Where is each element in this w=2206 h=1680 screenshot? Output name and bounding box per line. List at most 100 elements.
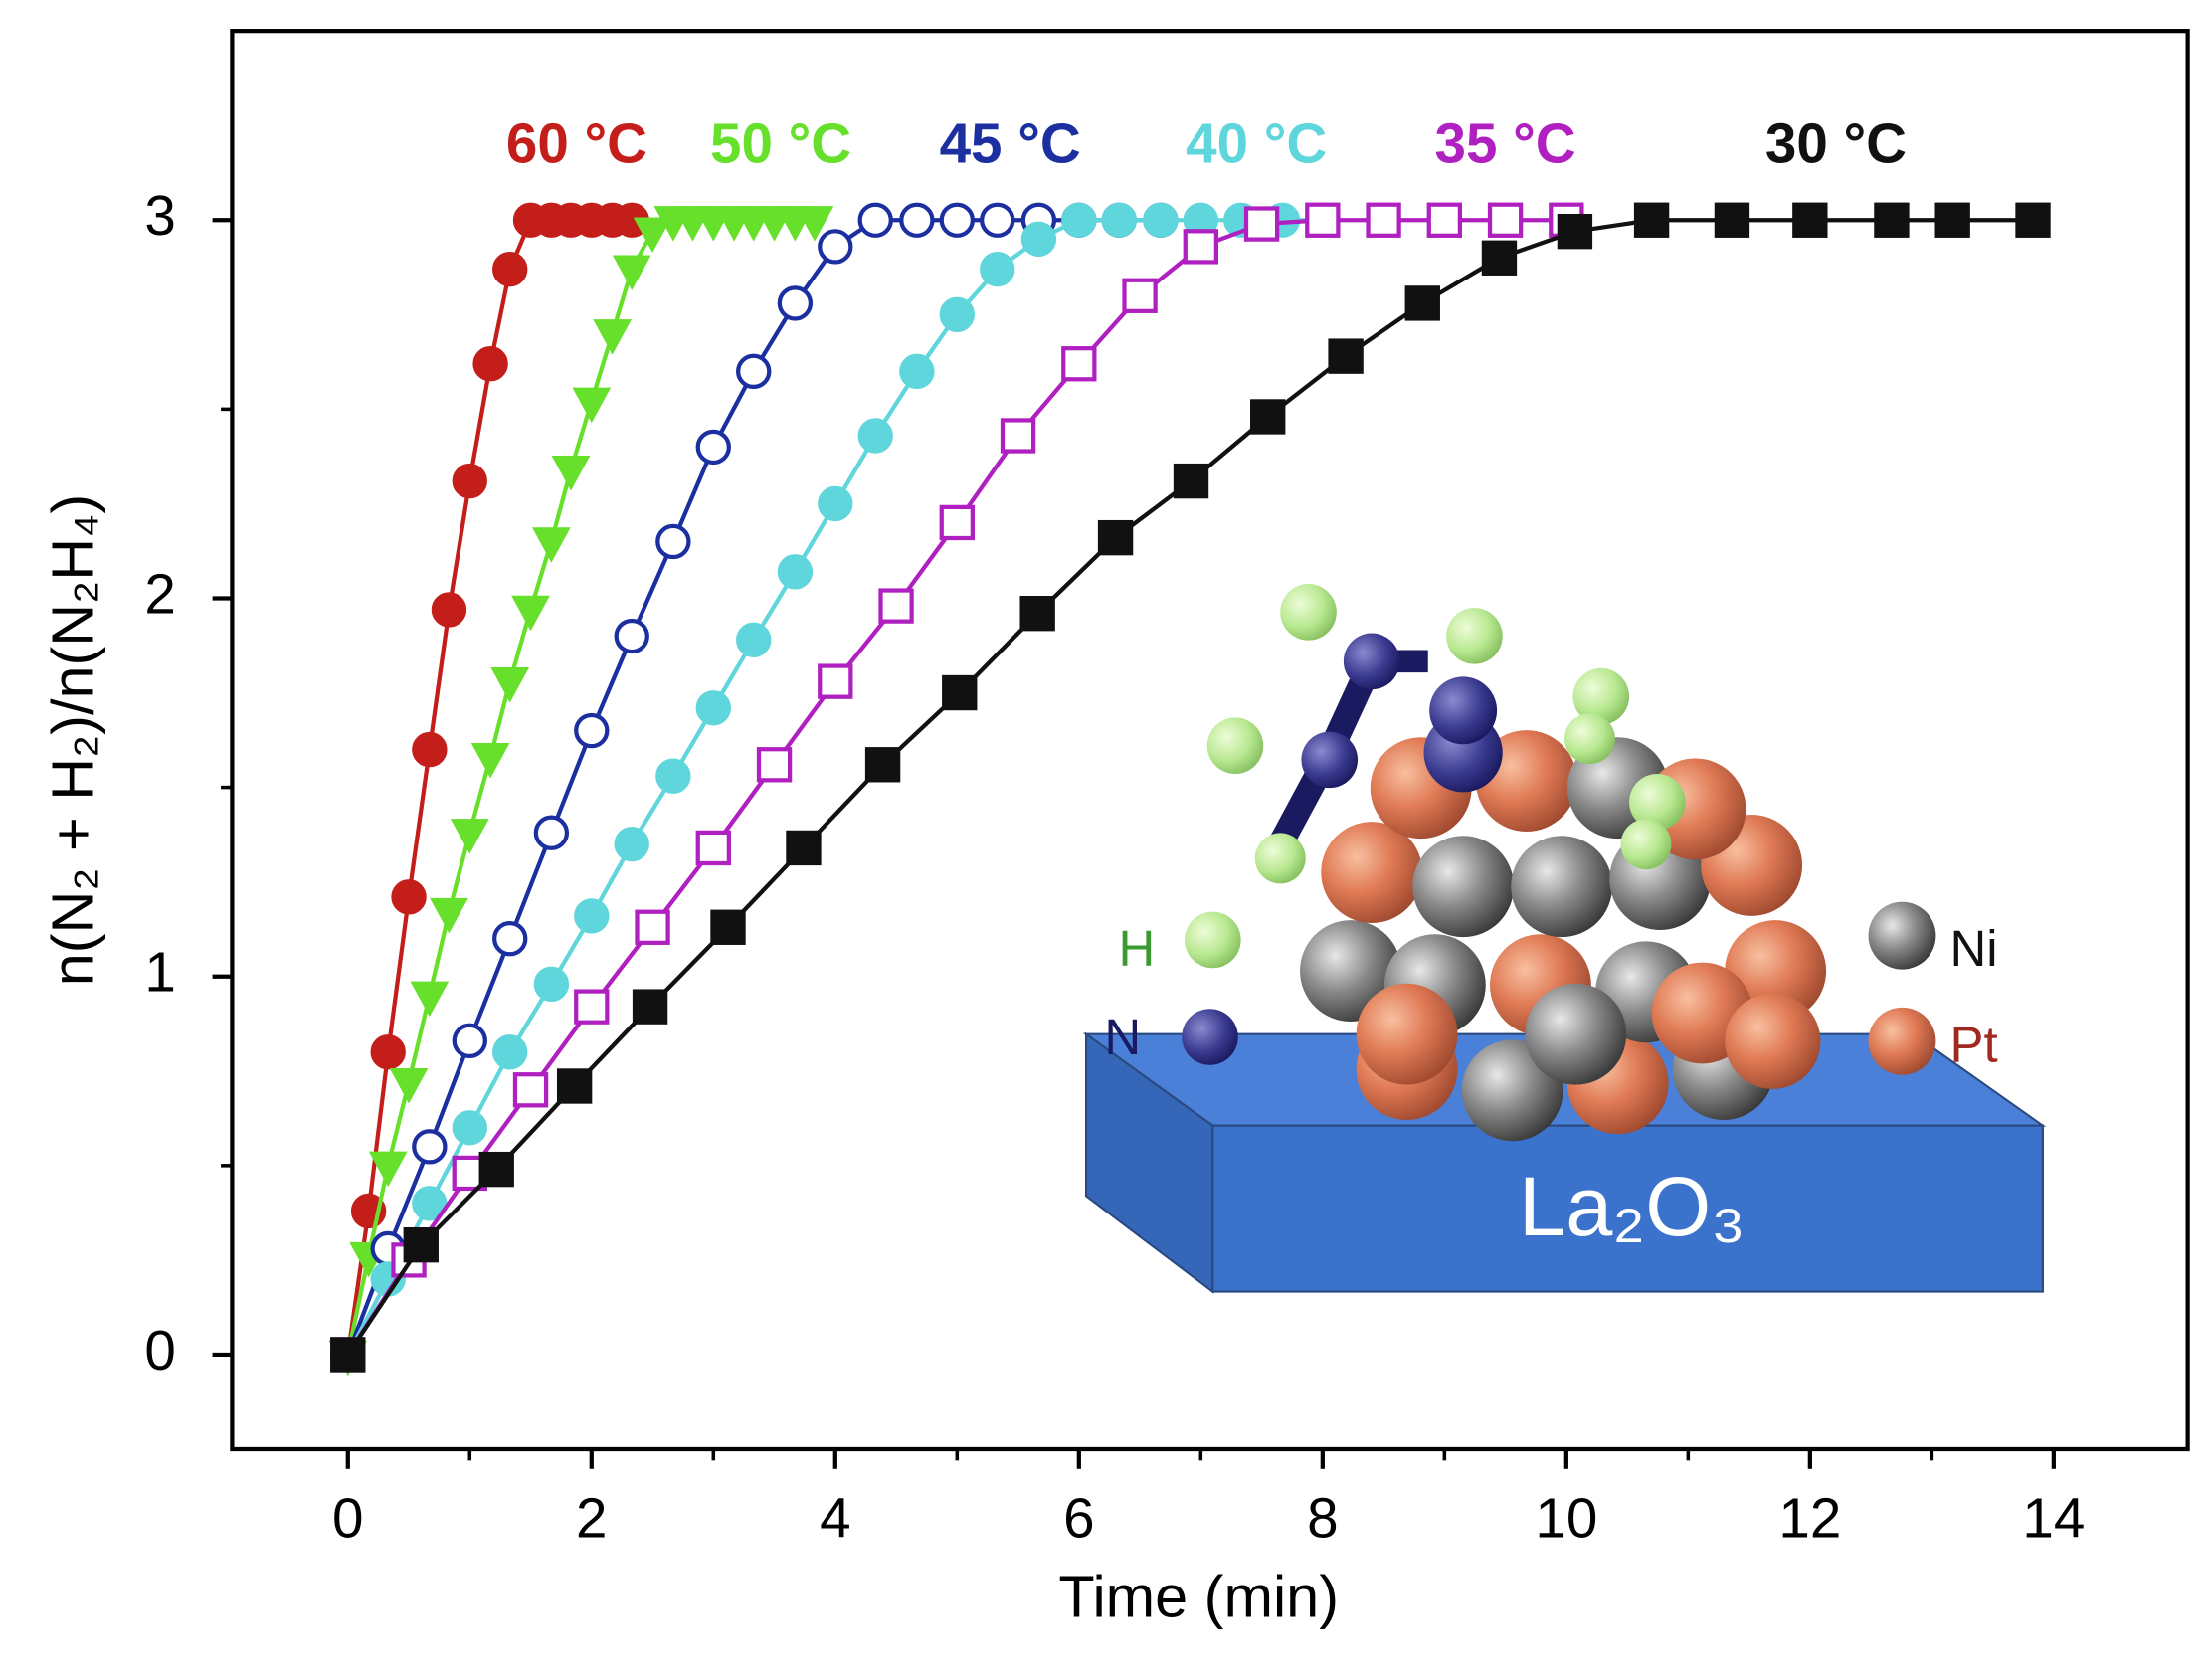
data-point: [635, 909, 670, 945]
data-point: [899, 202, 935, 238]
data-point: [633, 217, 672, 254]
data-point: [695, 429, 731, 466]
data-point: [412, 1129, 448, 1165]
data-point: [1714, 202, 1750, 238]
data-point: [533, 815, 570, 850]
data-point: [370, 1034, 406, 1070]
data-point: [1481, 240, 1518, 276]
data-point: [1404, 285, 1440, 321]
data-point: [818, 229, 853, 265]
inset-label: H: [1119, 920, 1156, 977]
data-point: [632, 989, 668, 1025]
data-point: [391, 879, 427, 915]
data-point: [756, 747, 793, 783]
data-point: [777, 285, 814, 321]
data-point: [795, 206, 834, 242]
data-point: [452, 1023, 487, 1059]
data-point: [939, 202, 975, 238]
data-point: [533, 966, 570, 1002]
legend-label: 50 °C: [710, 111, 851, 174]
data-point: [452, 1110, 487, 1146]
data-point: [492, 921, 528, 957]
data-point: [857, 202, 893, 238]
legend-label: 40 °C: [1186, 111, 1327, 174]
data-point: [818, 485, 853, 522]
y-tick-label: 1: [144, 941, 175, 1004]
data-point: [942, 674, 978, 711]
data-point: [1633, 202, 1670, 238]
data-point: [330, 1337, 366, 1373]
data-point: [695, 690, 731, 726]
data-point: [412, 731, 448, 768]
data-point: [1305, 202, 1341, 238]
inset-label: N: [1104, 1009, 1141, 1065]
inset-illustration: H N Ni Pt La₂O₃: [1082, 584, 2047, 1294]
data-point: [532, 527, 571, 563]
data-point: [410, 981, 450, 1018]
series: [328, 206, 834, 1377]
data-point: [572, 387, 612, 424]
data-point: [818, 663, 853, 699]
data-point: [470, 743, 510, 779]
data-point: [1557, 213, 1593, 250]
plot-frame: [230, 29, 2190, 1452]
data-point: [368, 1151, 408, 1188]
data-point: [1101, 202, 1137, 238]
data-point: [478, 1151, 514, 1188]
x-tick-label: 10: [1535, 1487, 1597, 1550]
data-point: [1000, 418, 1036, 454]
x-tick-label: 6: [1063, 1487, 1094, 1550]
y-tick-label: 0: [144, 1319, 175, 1382]
data-point: [980, 252, 1015, 287]
data-point: [1243, 206, 1280, 242]
data-point: [490, 666, 530, 703]
x-tick-label: 12: [1778, 1487, 1841, 1550]
x-tick-label: 4: [820, 1487, 850, 1550]
data-point: [2015, 202, 2051, 238]
legend-label: 60 °C: [506, 111, 647, 174]
series: [330, 202, 1179, 1373]
data-point: [736, 622, 772, 657]
data-point: [655, 758, 691, 794]
series: [330, 202, 1584, 1373]
data-point: [1061, 202, 1097, 238]
legend-label: 45 °C: [940, 111, 1081, 174]
data-point: [1173, 463, 1209, 499]
data-point: [556, 1068, 593, 1104]
y-tick-label: 2: [144, 562, 175, 625]
data-point: [710, 909, 746, 945]
data-point: [511, 595, 550, 632]
data-point: [655, 523, 691, 560]
data-point: [614, 826, 649, 862]
x-tick-label: 8: [1307, 1487, 1338, 1550]
x-tick-label: 2: [576, 1487, 607, 1550]
data-point: [1143, 202, 1179, 238]
data-point: [1250, 399, 1286, 435]
data-point: [412, 1186, 448, 1221]
data-point: [452, 463, 487, 499]
data-point: [899, 353, 935, 390]
data-point: [1792, 202, 1828, 238]
inset-label: Ni: [1950, 920, 1998, 977]
data-point: [1097, 519, 1134, 556]
data-point: [403, 1226, 439, 1263]
data-point: [612, 255, 651, 291]
data-point: [512, 1072, 549, 1108]
data-point: [1328, 338, 1364, 374]
data-point: [939, 504, 975, 541]
data-point: [777, 554, 814, 590]
data-point: [551, 456, 591, 491]
data-point: [1019, 596, 1055, 632]
data-point: [736, 353, 772, 390]
data-point: [389, 1068, 429, 1104]
legend-label: 30 °C: [1765, 111, 1907, 174]
data-point: [878, 588, 914, 624]
data-point: [1426, 202, 1463, 238]
data-point: [1934, 202, 1970, 238]
data-point: [472, 346, 508, 382]
data-point: [939, 296, 975, 332]
data-point: [1874, 202, 1910, 238]
data-point: [980, 202, 1015, 238]
data-point: [786, 830, 822, 866]
data-point: [614, 618, 649, 654]
